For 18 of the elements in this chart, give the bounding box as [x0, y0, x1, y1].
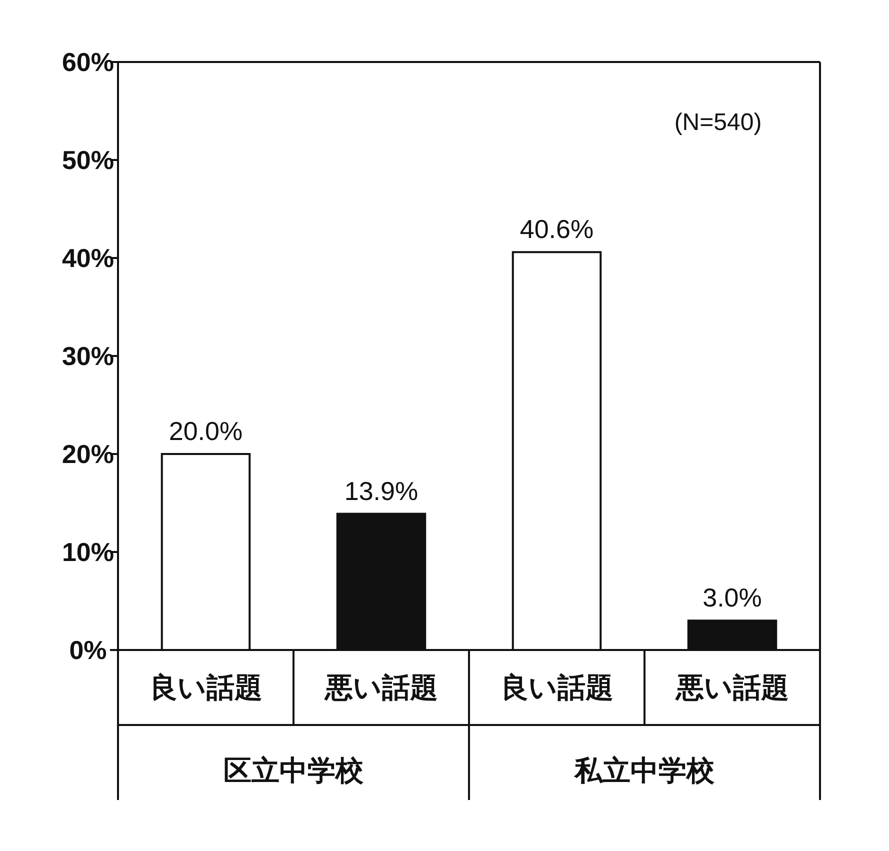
y-tick-label: 30% — [62, 341, 114, 371]
y-tick-label: 20% — [62, 439, 114, 469]
data-label: 20.0% — [168, 416, 243, 446]
y-tick-label: 10% — [62, 537, 114, 567]
text: 区立中学校 — [224, 755, 364, 786]
x-tick-label: 悪い話題 — [674, 672, 789, 703]
y-tick-label: 60% — [62, 47, 114, 77]
data-label: 40.6% — [520, 214, 594, 244]
data-label: 3.0% — [702, 582, 762, 613]
y-tick-label: 40% — [62, 243, 114, 273]
annotation: (N=540) — [674, 109, 762, 136]
x-tick-label: 良い話題 — [149, 672, 262, 703]
y-tick-label: 50% — [62, 145, 114, 175]
y-tick-label: 0% — [69, 635, 107, 665]
x-tick-label: 良い話題 — [500, 672, 614, 703]
text: 私立中学校 — [574, 755, 716, 786]
data-label: 13.9% — [344, 476, 418, 506]
x-tick-label: 悪い話題 — [324, 672, 438, 703]
